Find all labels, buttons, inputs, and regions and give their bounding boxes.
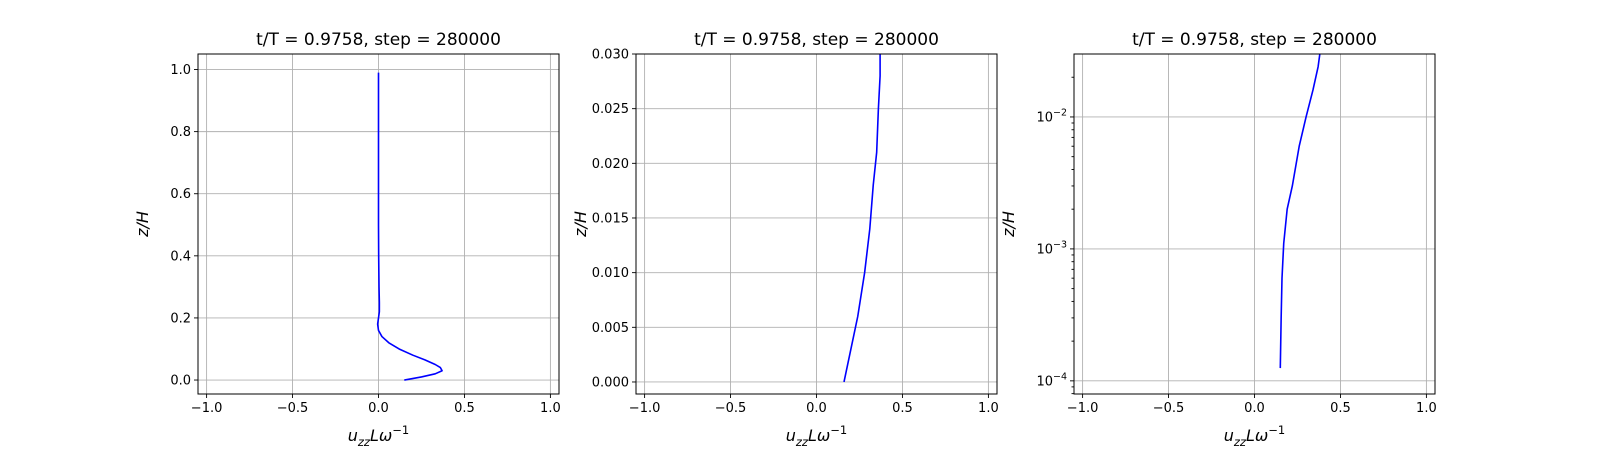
chart-title: t/T = 0.9758, step = 280000	[256, 30, 501, 50]
x-tick-label: −1.0	[191, 401, 223, 416]
series-line-1	[376, 72, 443, 381]
y-tick-label: 0.0	[170, 374, 191, 389]
x-tick-label: −1.0	[629, 401, 661, 416]
x-tick-label: 1.0	[1416, 401, 1437, 416]
y-tick-label: 0.8	[170, 125, 191, 140]
x-axis-label: uzzLω−1	[1224, 423, 1285, 449]
x-tick-label: 0.5	[892, 401, 913, 416]
chart-panel-1: −1.0 −0.5 0.0 0.5 1.0 0.0 0.2 0.4 0.6 0.8 1.0 t/T =…	[133, 30, 561, 449]
x-tick-label: −1.0	[1067, 401, 1099, 416]
chart-title: t/T = 0.9758, step = 280000	[694, 30, 939, 50]
y-tick-label-exponent: −2	[1053, 107, 1067, 118]
y-tick-label: 0.6	[170, 187, 191, 202]
y-tick-label: 0.020	[592, 157, 629, 172]
x-axis-label: uzzLω−1	[348, 423, 409, 449]
y-tick-label-base: 10	[1036, 242, 1053, 257]
x-tick-label: 0.0	[806, 401, 827, 416]
y-axis-label: z/H	[133, 211, 152, 238]
series-line-1	[843, 54, 881, 383]
x-tick-label: 0.5	[454, 401, 475, 416]
x-tick-label: 1.0	[978, 401, 999, 416]
y-tick-label: 0.030	[592, 48, 629, 63]
x-tick-label: 0.0	[368, 401, 389, 416]
y-tick-label: 0.2	[170, 311, 191, 326]
x-tick-label: 0.5	[1330, 401, 1351, 416]
y-tick-label-exponent: −3	[1053, 239, 1067, 250]
y-tick-label: 0.4	[170, 249, 191, 264]
x-tick-label: 1.0	[540, 401, 561, 416]
y-tick-label: 10−4	[1036, 371, 1067, 389]
x-tick-label: −0.5	[715, 401, 747, 416]
x-tick-label: 0.0	[1244, 401, 1265, 416]
x-tick-label: −0.5	[1153, 401, 1185, 416]
y-tick-label-exponent: −4	[1053, 371, 1067, 382]
y-tick-label: 0.010	[592, 266, 629, 281]
y-tick-label: 1.0	[170, 63, 191, 78]
y-tick-label-base: 10	[1036, 374, 1053, 389]
x-axis-label: uzzLω−1	[786, 423, 847, 449]
y-tick-label: 0.005	[592, 321, 629, 336]
chart-panel-3: −1.0 −0.5 0.0 0.5 1.010−410−310−2t/T = 0.975…	[999, 30, 1437, 449]
chart-title: t/T = 0.9758, step = 280000	[1132, 30, 1377, 50]
y-tick-label: 10−2	[1036, 107, 1067, 125]
y-tick-label: 0.000	[592, 375, 629, 390]
y-tick-label: 0.025	[592, 102, 629, 117]
y-tick-label-base: 10	[1036, 110, 1053, 125]
y-tick-label: 0.015	[592, 211, 629, 226]
x-tick-label: −0.5	[277, 401, 309, 416]
series-line-1	[1279, 53, 1321, 369]
y-axis-label: z/H	[999, 211, 1018, 238]
y-tick-label: 10−3	[1036, 239, 1067, 257]
chart-panel-2: −1.0 −0.5 0.0 0.5 1.0 0.000 0.005 0.010 0.015 0.0…	[571, 30, 999, 449]
y-axis-label: z/H	[571, 211, 590, 238]
